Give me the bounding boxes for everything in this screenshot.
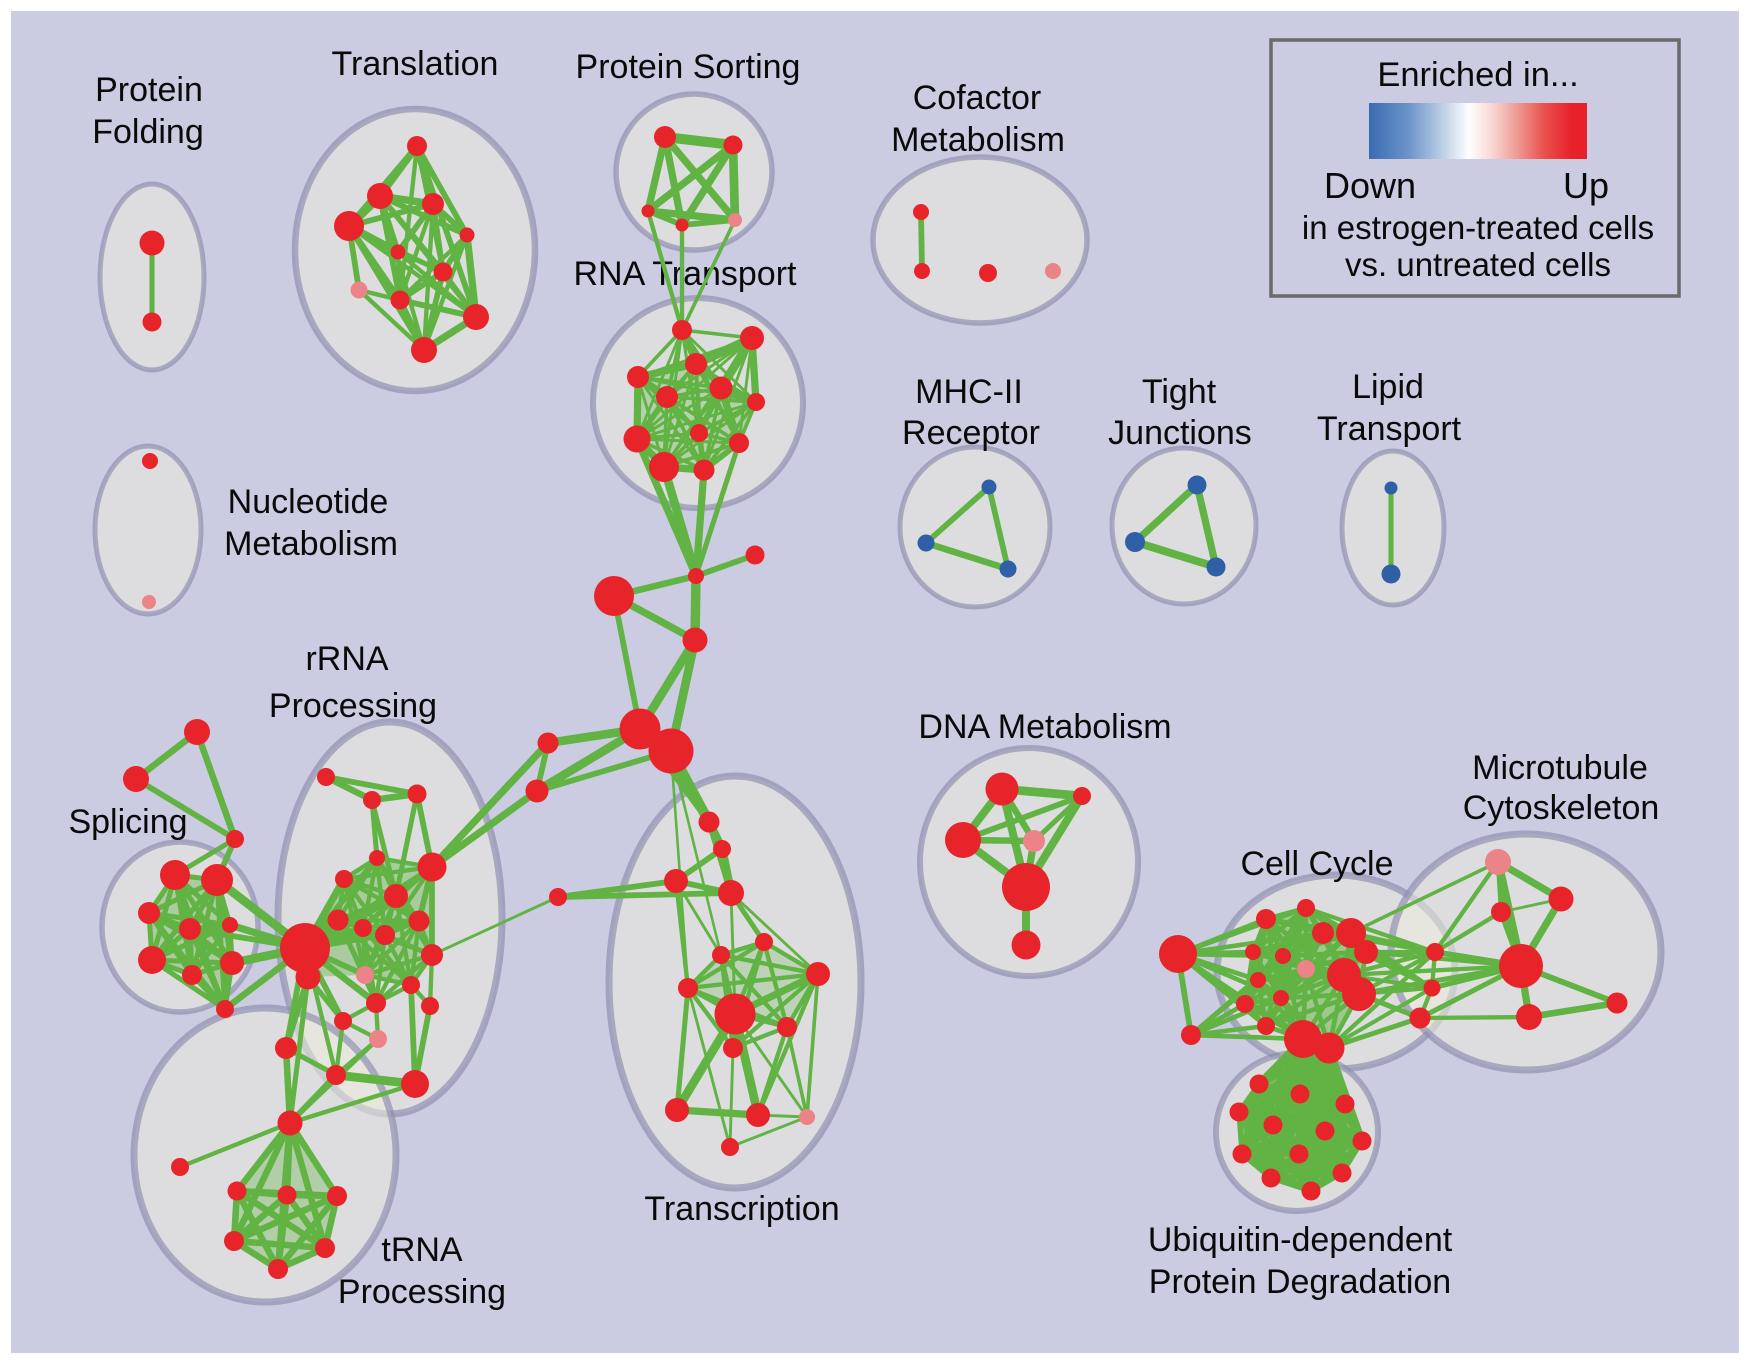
svg-text:Down: Down bbox=[1324, 165, 1416, 206]
svg-text:Nucleotide: Nucleotide bbox=[228, 483, 389, 521]
svg-text:Cell Cycle: Cell Cycle bbox=[1240, 845, 1393, 883]
svg-text:Protein: Protein bbox=[95, 71, 203, 109]
svg-text:Processing: Processing bbox=[269, 687, 437, 725]
svg-text:RNA Transport: RNA Transport bbox=[574, 255, 798, 293]
svg-text:Cofactor: Cofactor bbox=[913, 79, 1042, 117]
svg-text:Junctions: Junctions bbox=[1108, 414, 1252, 452]
svg-text:Cytoskeleton: Cytoskeleton bbox=[1463, 789, 1660, 827]
svg-text:MHC-II: MHC-II bbox=[915, 373, 1023, 411]
svg-text:Protein Sorting: Protein Sorting bbox=[576, 48, 801, 86]
svg-text:tRNA: tRNA bbox=[381, 1231, 463, 1269]
svg-text:in estrogen-treated cells: in estrogen-treated cells bbox=[1302, 209, 1654, 246]
svg-text:Lipid: Lipid bbox=[1352, 368, 1424, 406]
svg-text:DNA Metabolism: DNA Metabolism bbox=[918, 708, 1171, 746]
svg-text:Enriched in...: Enriched in... bbox=[1377, 56, 1578, 94]
svg-text:Translation: Translation bbox=[332, 45, 499, 83]
svg-text:Tight: Tight bbox=[1142, 373, 1217, 411]
svg-text:Splicing: Splicing bbox=[68, 803, 187, 841]
svg-text:Transport: Transport bbox=[1317, 410, 1462, 448]
svg-text:Receptor: Receptor bbox=[902, 414, 1040, 452]
svg-text:rRNA: rRNA bbox=[305, 640, 388, 678]
svg-text:Metabolism: Metabolism bbox=[891, 121, 1065, 159]
svg-text:Metabolism: Metabolism bbox=[224, 525, 398, 563]
svg-text:vs. untreated cells: vs. untreated cells bbox=[1345, 246, 1611, 283]
svg-text:Ubiquitin-dependent: Ubiquitin-dependent bbox=[1148, 1221, 1453, 1259]
svg-text:Microtubule: Microtubule bbox=[1472, 749, 1648, 787]
svg-text:Folding: Folding bbox=[92, 113, 204, 151]
svg-text:Processing: Processing bbox=[338, 1273, 506, 1311]
svg-text:Transcription: Transcription bbox=[644, 1190, 839, 1228]
svg-text:Protein Degradation: Protein Degradation bbox=[1149, 1263, 1451, 1301]
svg-text:Up: Up bbox=[1563, 165, 1609, 206]
